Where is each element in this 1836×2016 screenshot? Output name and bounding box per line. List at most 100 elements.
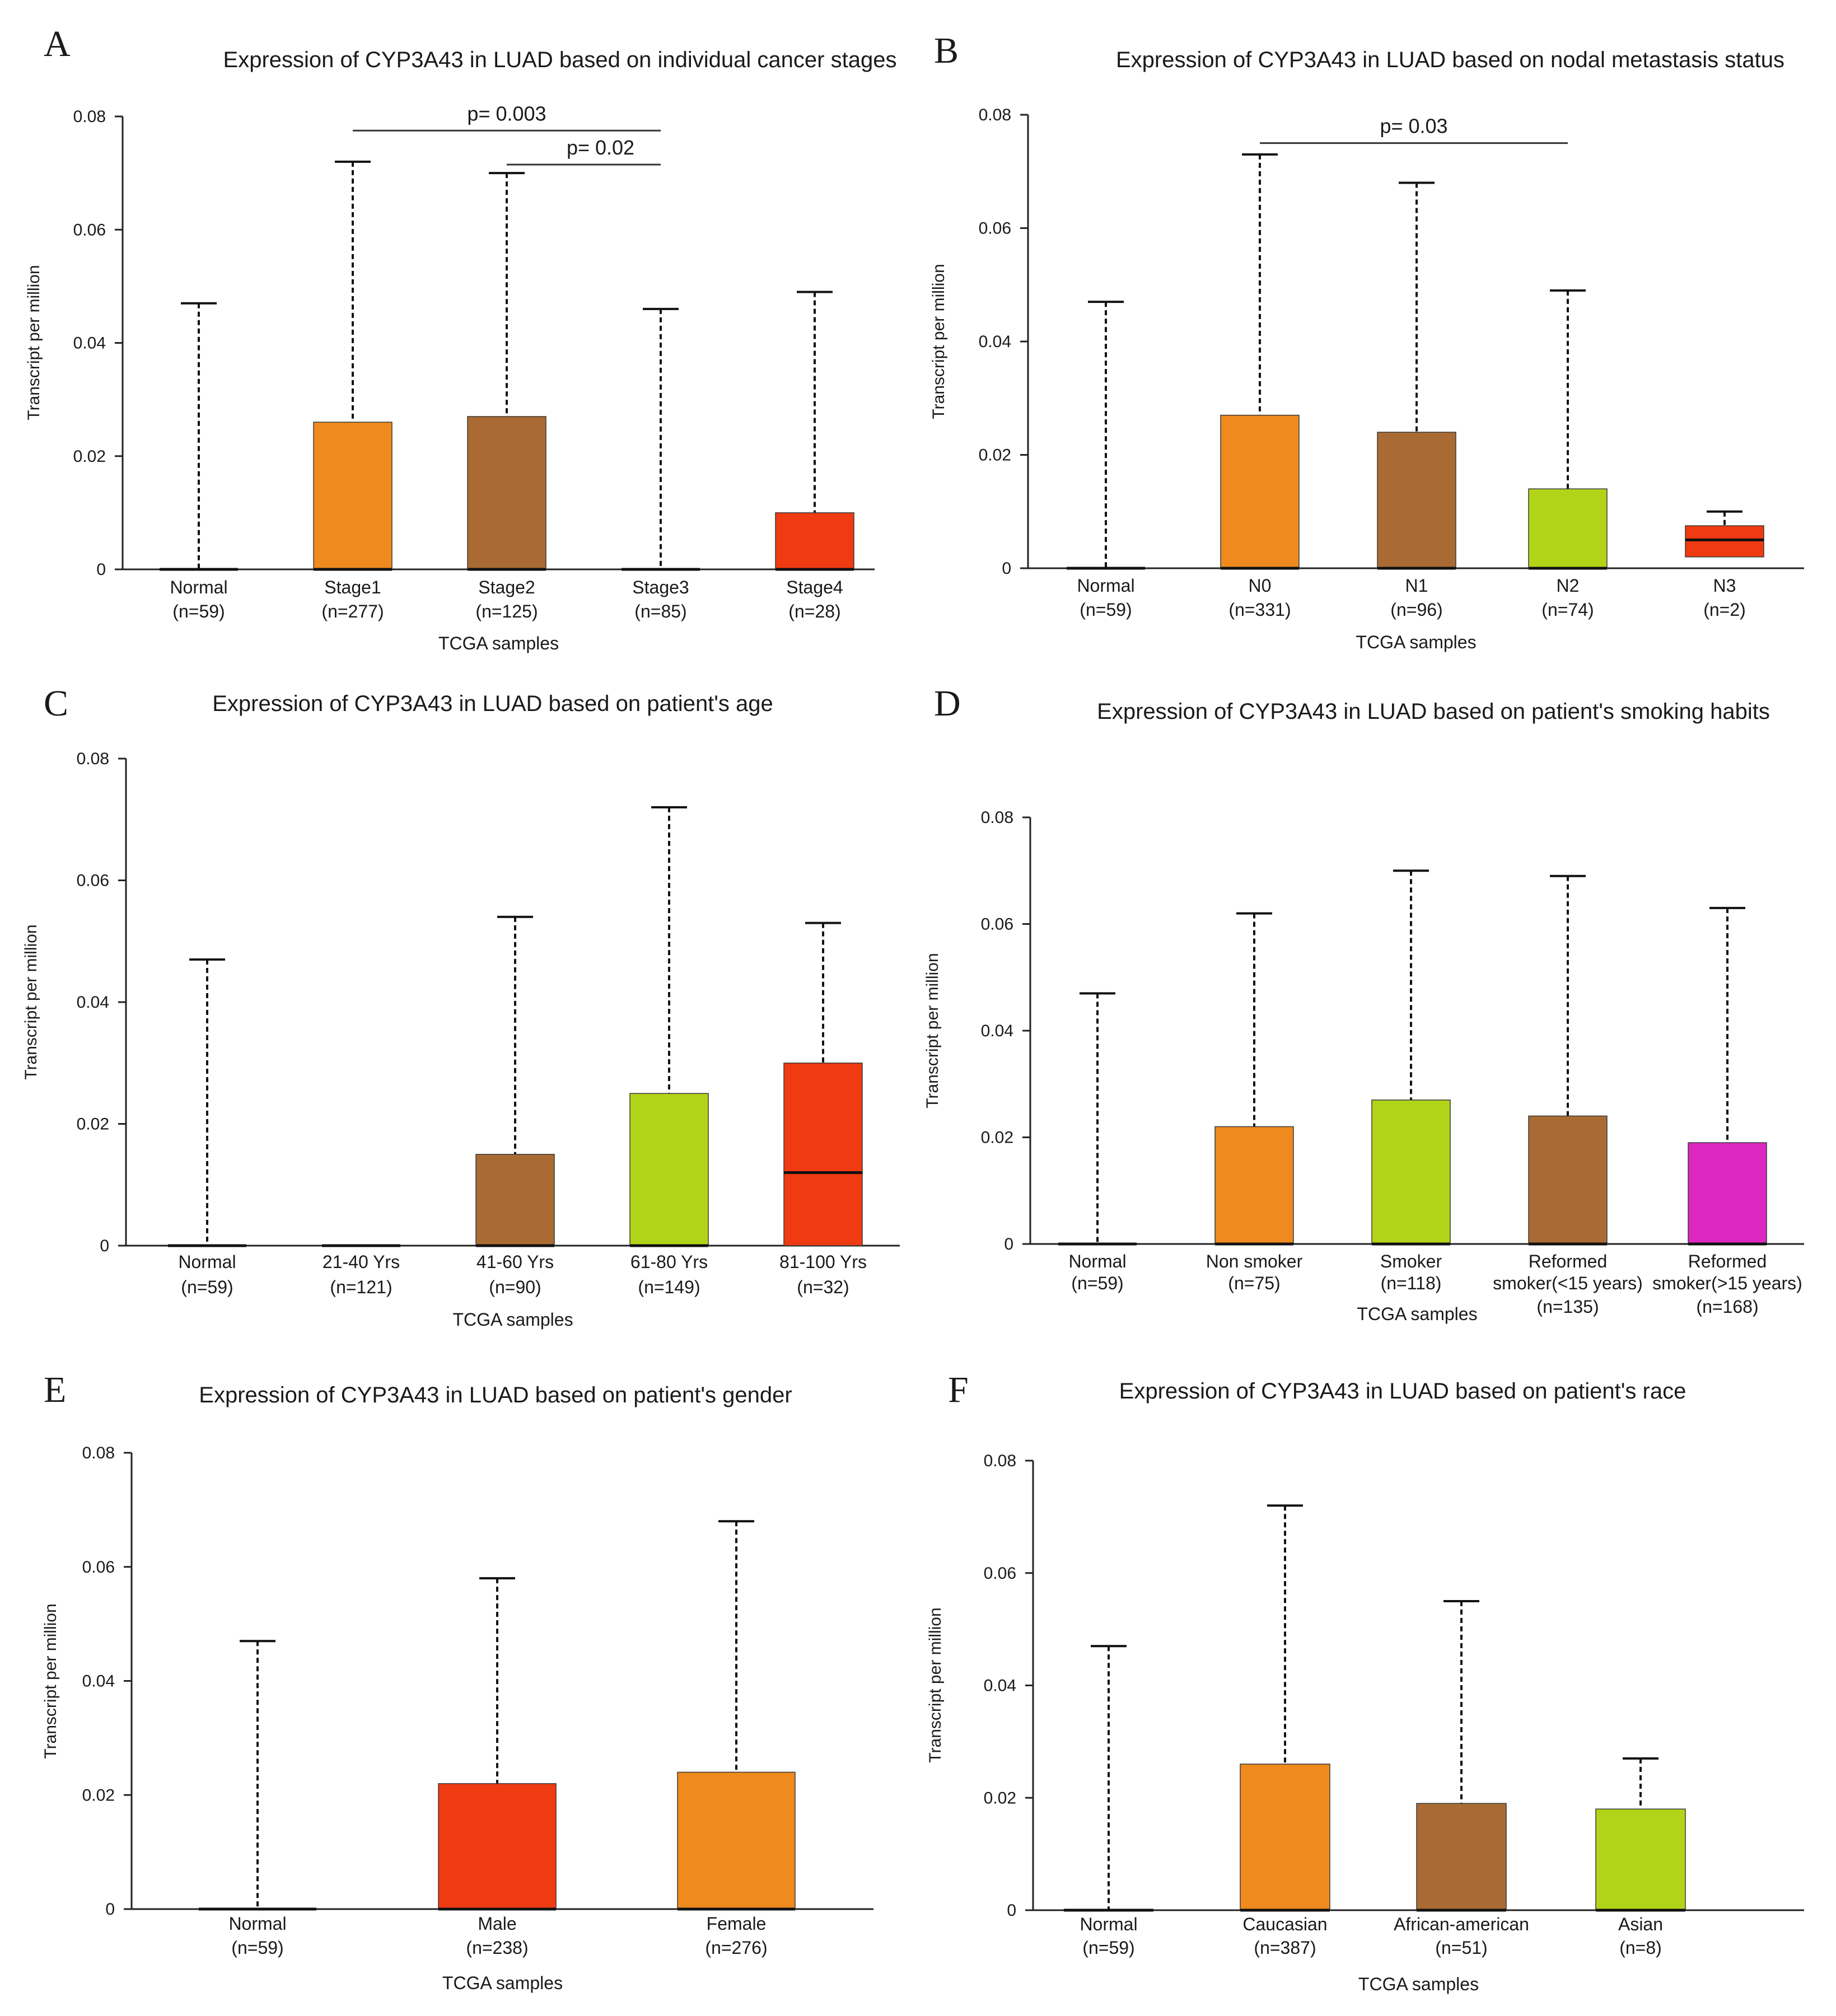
box-4: Stage4 (n=28) xyxy=(775,291,854,621)
y-tick-label: 0 xyxy=(1004,1235,1013,1253)
category-count: (n=59) xyxy=(1082,1938,1134,1958)
box-0: Normal(n=59) xyxy=(168,958,246,1297)
x-axis-label: TCGA samples xyxy=(452,1309,573,1330)
category-label: Normal xyxy=(170,577,227,597)
category-count: (n=51) xyxy=(1435,1938,1487,1958)
category-count: (n=2) xyxy=(1703,600,1746,620)
category-label: 21-40 Yrs xyxy=(323,1252,400,1272)
panel-letter: D xyxy=(934,683,961,724)
category-label: N2 xyxy=(1557,576,1580,596)
panel-letter: B xyxy=(934,30,959,71)
category-label: Female xyxy=(707,1914,767,1934)
category-count: (n=59) xyxy=(1071,1273,1123,1293)
category-label-line2: smoker(<15 years) xyxy=(1493,1273,1643,1293)
y-axis-label: Transcript per million xyxy=(923,953,942,1108)
category-count: (n=387) xyxy=(1254,1938,1316,1958)
category-label: Stage4 xyxy=(786,577,843,597)
category-label: N3 xyxy=(1713,576,1736,596)
y-tick-label: 0.04 xyxy=(77,993,109,1012)
chart-title: Expression of CYP3A43 in LUAD based on i… xyxy=(223,48,897,72)
category-label: Male xyxy=(478,1914,516,1934)
box-0: Normal(n=59) xyxy=(1058,992,1137,1293)
category-count: (n=238) xyxy=(466,1938,528,1958)
category-label: Normal xyxy=(1080,1914,1137,1934)
y-tick-label: 0.02 xyxy=(77,1115,109,1134)
y-axis-label: Transcript per million xyxy=(25,265,43,420)
y-tick-label: 0.08 xyxy=(984,1452,1016,1470)
category-label: Caucasian xyxy=(1242,1914,1327,1934)
box-body xyxy=(1377,432,1456,569)
category-label-line2: smoker(>15 years) xyxy=(1652,1273,1802,1293)
box-2: Stage2 (n=125) xyxy=(467,172,546,621)
box-body xyxy=(677,1771,796,1910)
category-count: (n=125) xyxy=(475,601,538,621)
box-body xyxy=(1371,1100,1451,1245)
x-axis-label: TCGA samples xyxy=(1357,1304,1477,1324)
category-label: Stage2 xyxy=(478,577,535,597)
box-3: Stage3 (n=85) xyxy=(622,307,700,621)
category-count: (n=59) xyxy=(1080,600,1132,620)
box-4: N3 (n=2) xyxy=(1685,510,1764,620)
category-label: Normal xyxy=(228,1914,286,1934)
category-count: (n=59) xyxy=(172,601,225,621)
panel-letter: A xyxy=(44,24,71,64)
y-tick-label: 0.06 xyxy=(73,221,106,239)
box-2: Smoker(n=118) xyxy=(1371,869,1451,1293)
category-count: (n=276) xyxy=(705,1938,767,1958)
y-tick-label: 0.04 xyxy=(981,1022,1013,1040)
box-body xyxy=(475,1154,555,1246)
y-tick-label: 0 xyxy=(105,1900,115,1919)
category-label: N0 xyxy=(1249,576,1272,596)
box-1: N0 (n=331) xyxy=(1220,153,1300,620)
category-label: Smoker xyxy=(1380,1251,1442,1271)
panel-F: F Expression of CYP3A43 in LUAD based on … xyxy=(926,1369,1804,1994)
y-tick-label: 0 xyxy=(1002,559,1011,578)
panel-A: A Expression of CYP3A43 in LUAD based on … xyxy=(25,24,896,653)
category-count: (n=168) xyxy=(1696,1297,1758,1317)
p-value-label: p= 0.02 xyxy=(567,136,634,159)
box-body xyxy=(1240,1764,1330,1911)
category-count: (n=59) xyxy=(231,1938,283,1958)
y-tick-label: 0.06 xyxy=(984,1564,1016,1583)
box-2: N1 (n=96) xyxy=(1377,181,1456,620)
box-body xyxy=(629,1093,709,1246)
category-label: 61-80 Yrs xyxy=(630,1252,708,1272)
y-tick-label: 0.06 xyxy=(82,1558,115,1577)
y-tick-label: 0.04 xyxy=(984,1677,1016,1695)
y-tick-label: 0.06 xyxy=(981,915,1013,934)
box-0: Normal (n=59) xyxy=(199,1640,316,1958)
x-axis-label: TCGA samples xyxy=(1358,1974,1479,1994)
chart-title: Expression of CYP3A43 in LUAD based on p… xyxy=(1119,1379,1686,1404)
x-axis-label: TCGA samples xyxy=(442,1973,563,1993)
y-tick-label: 0.02 xyxy=(979,446,1011,465)
box-2: 41-60 Yrs (n=90) xyxy=(475,915,555,1297)
box-body xyxy=(1528,488,1608,569)
chart-title: Expression of CYP3A43 in LUAD based on p… xyxy=(199,1383,792,1407)
panel-letter: F xyxy=(948,1369,969,1410)
category-count: (n=277) xyxy=(321,601,384,621)
box-0: Normal (n=59) xyxy=(160,302,238,621)
y-tick-label: 0.08 xyxy=(77,750,109,768)
category-label: Asian xyxy=(1618,1914,1663,1934)
box-body xyxy=(1214,1126,1294,1245)
box-2: African-american (n=51) xyxy=(1394,1599,1529,1958)
box-body xyxy=(313,422,393,570)
y-axis-label: Transcript per million xyxy=(926,1607,945,1762)
category-label: 41-60 Yrs xyxy=(476,1252,554,1272)
box-4: 81-100 Yrs (n=32) xyxy=(779,922,867,1297)
y-tick-label: 0.06 xyxy=(77,872,109,890)
y-axis-label: Transcript per million xyxy=(929,264,948,419)
category-count: (n=75) xyxy=(1228,1273,1280,1293)
y-tick-label: 0.02 xyxy=(981,1129,1013,1147)
x-axis-label: TCGA samples xyxy=(1356,632,1476,652)
y-tick-label: 0.08 xyxy=(73,107,106,126)
box-body xyxy=(1688,1142,1767,1245)
category-count: (n=8) xyxy=(1619,1938,1662,1958)
y-tick-label: 0 xyxy=(96,560,106,579)
category-count: (n=149) xyxy=(638,1277,700,1297)
category-label: Non smoker xyxy=(1206,1251,1303,1271)
chart-title: Expression of CYP3A43 in LUAD based on p… xyxy=(212,691,773,716)
box-3: N2 (n=74) xyxy=(1528,289,1608,620)
